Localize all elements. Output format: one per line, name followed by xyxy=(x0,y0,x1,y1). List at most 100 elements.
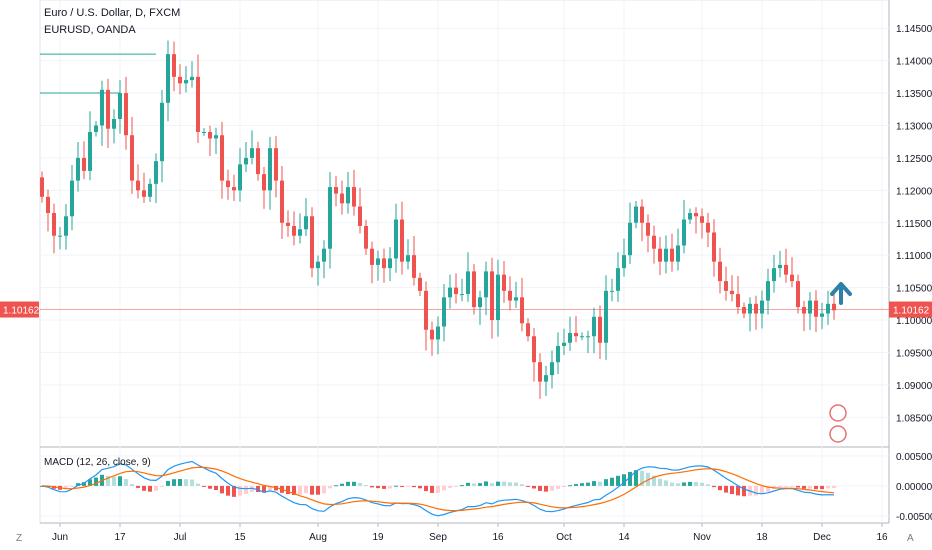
macd-histogram-bar xyxy=(670,482,674,486)
candle-body xyxy=(424,290,428,330)
candle-body xyxy=(514,297,518,301)
candle-body xyxy=(670,248,674,262)
auto-scale-button[interactable]: A xyxy=(907,533,914,544)
candle-body xyxy=(784,264,788,275)
macd-histogram-bar xyxy=(664,480,668,486)
candle-body xyxy=(664,248,668,262)
macd-histogram-bar xyxy=(436,485,440,493)
candle-body xyxy=(52,213,56,236)
macd-histogram-bar xyxy=(106,475,110,486)
left-price-badge xyxy=(0,301,39,318)
candle-body xyxy=(694,213,698,217)
candle-body xyxy=(550,362,554,376)
candle-body xyxy=(712,232,716,262)
macd-histogram-bar xyxy=(304,485,308,494)
macd-histogram-bar xyxy=(622,474,626,486)
macd-histogram-bar xyxy=(124,479,128,486)
macd-histogram-bar xyxy=(550,485,554,491)
macd-histogram-bar xyxy=(484,481,488,486)
candle-body xyxy=(418,277,422,291)
macd-histogram-bar xyxy=(592,481,596,486)
macd-histogram-bar xyxy=(628,471,632,486)
candle-body xyxy=(454,287,458,295)
macd-histogram-bar xyxy=(64,485,68,490)
macd-histogram-bar xyxy=(814,485,818,490)
candle-body xyxy=(268,148,272,191)
macd-histogram-bar xyxy=(94,477,98,486)
candle-body xyxy=(118,93,122,119)
macd-histogram-bar xyxy=(442,485,446,491)
candle-body xyxy=(178,76,182,84)
macd-histogram-bar xyxy=(364,485,368,487)
macd-histogram-bar xyxy=(76,483,80,486)
candle-body xyxy=(82,157,86,171)
candle-body xyxy=(574,333,578,337)
macd-histogram-bar xyxy=(268,485,272,491)
candle-body xyxy=(610,290,614,292)
candle-body xyxy=(814,300,818,317)
chart-title: Euro / U.S. Dollar, D, FXCM xyxy=(44,7,181,19)
macd-histogram-bar xyxy=(544,485,548,492)
candle-body xyxy=(106,89,110,129)
candle-body xyxy=(208,131,212,139)
macd-histogram-bar xyxy=(802,485,806,489)
macd-histogram-bar xyxy=(226,485,230,496)
candle-body xyxy=(328,187,332,249)
candle-body xyxy=(262,174,266,191)
candle-body xyxy=(826,303,830,314)
price-tick-label: 1.13000 xyxy=(896,121,932,132)
candle-body xyxy=(472,271,476,308)
macd-histogram-bar xyxy=(256,485,260,493)
candle-body xyxy=(532,336,536,363)
macd-histogram-bar xyxy=(676,483,680,486)
macd-histogram-bar xyxy=(784,485,788,487)
macd-histogram-bar xyxy=(652,475,656,486)
candle-body xyxy=(820,313,824,317)
price-tick-label: 1.10000 xyxy=(896,316,932,327)
candle-body xyxy=(646,222,650,236)
macd-histogram-bar xyxy=(574,484,578,486)
macd-histogram-bar xyxy=(556,485,560,489)
macd-histogram-bar xyxy=(790,485,794,487)
macd-histogram-bar xyxy=(754,485,758,496)
candle-body xyxy=(124,93,128,136)
macd-histogram-bar xyxy=(154,485,158,491)
candle-body xyxy=(298,229,302,236)
candle-body xyxy=(544,375,548,382)
candle-body xyxy=(64,216,68,236)
candle-body xyxy=(598,316,602,343)
candle-body xyxy=(640,206,644,223)
macd-histogram-bar xyxy=(358,483,362,486)
price-tick-label: 1.08500 xyxy=(896,413,932,424)
candle-body xyxy=(394,219,398,259)
left-price-badge-label: 1.10162 xyxy=(3,306,40,317)
macd-histogram-bar xyxy=(586,482,590,486)
macd-histogram-bar xyxy=(298,485,302,495)
macd-histogram-bar xyxy=(808,485,812,489)
macd-histogram-bar xyxy=(136,485,140,488)
macd-histogram-bar xyxy=(580,483,584,486)
candle-body xyxy=(304,216,308,230)
macd-histogram-bar xyxy=(694,482,698,486)
macd-histogram-bar xyxy=(328,485,332,489)
candle-body xyxy=(130,135,134,181)
macd-histogram-bar xyxy=(742,485,746,497)
timezone-button[interactable]: Z xyxy=(16,533,23,544)
macd-histogram-bar xyxy=(514,482,518,486)
macd-histogram-bar xyxy=(382,485,386,489)
macd-histogram-bar xyxy=(568,485,572,487)
macd-histogram-bar xyxy=(82,482,86,486)
up-arrow-annotation xyxy=(830,282,852,305)
macd-histogram-bar xyxy=(730,485,734,495)
macd-histogram-bar xyxy=(196,483,200,486)
price-badge-label: 1.10162 xyxy=(893,306,930,317)
candle-body xyxy=(580,336,584,338)
candle-body xyxy=(244,157,248,165)
candle-body xyxy=(700,216,704,223)
candle-body xyxy=(166,54,170,103)
candle-body xyxy=(478,297,482,308)
macd-histogram-bar xyxy=(316,485,320,495)
time-tick-label: Aug xyxy=(309,532,327,543)
macd-histogram-bar xyxy=(286,485,290,495)
candle-body xyxy=(760,300,764,314)
